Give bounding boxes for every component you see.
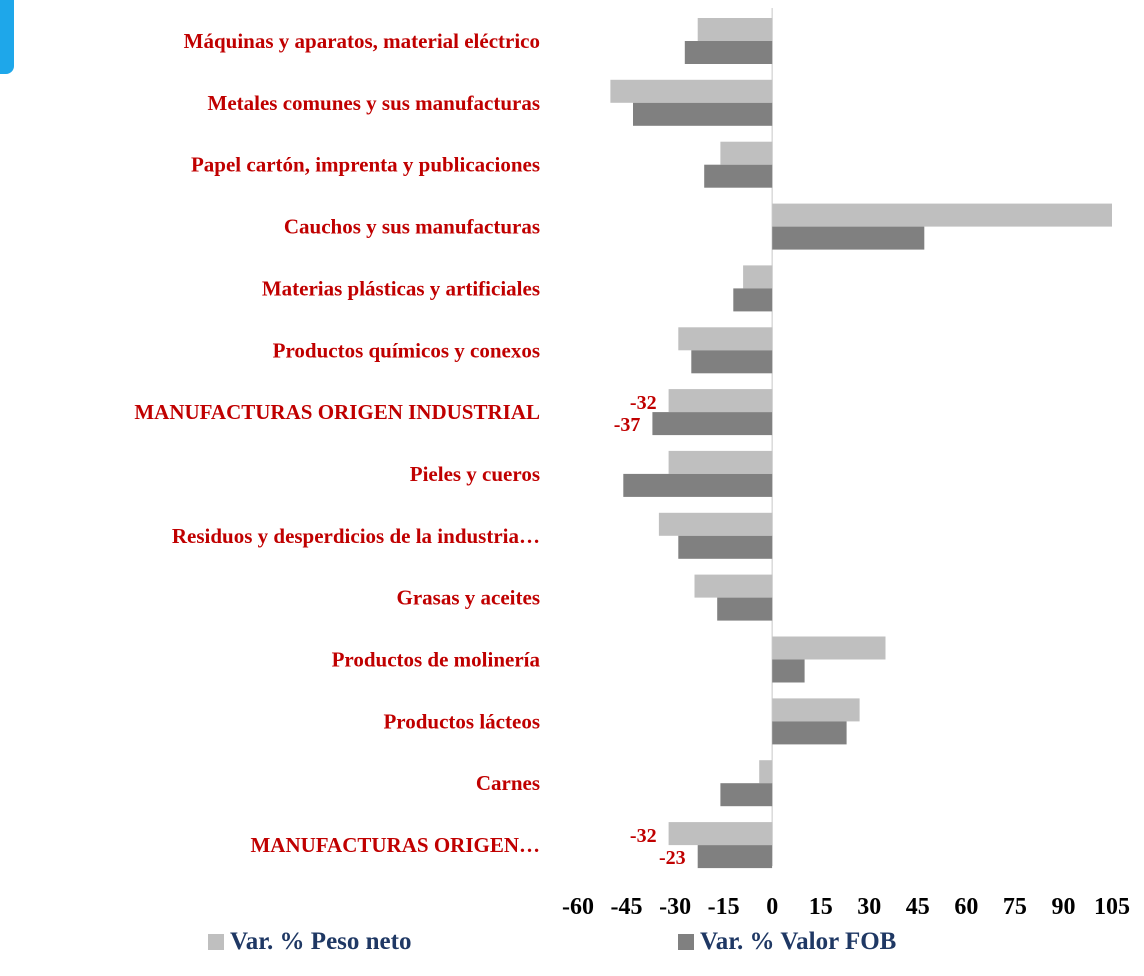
bar-chart: Máquinas y aparatos, material eléctrico M… [134, 8, 1130, 920]
category-label: Pieles y cueros [410, 462, 540, 486]
category-label: Residuos y desperdicios de la industria… [172, 524, 540, 548]
bar-var-valor-fob-9 [717, 597, 773, 621]
bar-var-peso-neto-3 [772, 203, 1112, 227]
category-label: Productos lácteos [383, 709, 540, 733]
x-tick-label: 30 [857, 894, 881, 920]
x-tick-label: 105 [1094, 894, 1130, 920]
bar-var-valor-fob-13 [697, 845, 773, 869]
x-tick-label: -60 [562, 894, 594, 920]
bar-var-peso-neto-11 [772, 698, 860, 722]
category-label: Productos químicos y conexos [273, 338, 540, 362]
data-label: -32 [630, 392, 657, 414]
bar-var-valor-fob-0 [684, 41, 773, 64]
category-label: Grasas y aceites [397, 586, 540, 610]
x-tick-labels: -60 -45 -30 -15 0 15 30 45 60 75 90 105 [562, 894, 1130, 920]
data-label: -32 [630, 825, 657, 847]
data-label: -37 [614, 414, 641, 436]
bar-var-peso-neto-0 [697, 18, 773, 41]
category-label: Máquinas y aparatos, material eléctrico [184, 29, 540, 53]
data-label: -23 [659, 847, 686, 869]
bars-group [610, 18, 1112, 869]
bar-var-peso-neto-10 [772, 636, 886, 660]
x-tick-label: 75 [1003, 894, 1027, 920]
x-tick-label: -45 [611, 894, 643, 920]
legend-label-valor-fob: Var. % Valor FOB [700, 928, 897, 955]
bar-var-valor-fob-2 [704, 164, 773, 188]
legend-item-peso-neto: Var. % Peso neto [208, 928, 411, 956]
category-label: Metales comunes y sus manufacturas [208, 91, 540, 115]
accent-tab [0, 0, 14, 74]
bar-var-peso-neto-9 [694, 574, 773, 598]
bar-var-valor-fob-4 [733, 288, 773, 312]
bar-var-peso-neto-2 [720, 141, 773, 165]
bar-var-valor-fob-7 [623, 473, 773, 497]
bar-var-peso-neto-13 [668, 822, 773, 846]
bar-var-valor-fob-3 [772, 226, 925, 250]
x-tick-label: 15 [809, 894, 833, 920]
legend-swatch-peso-neto [208, 934, 224, 950]
category-label: Cauchos y sus manufacturas [284, 215, 540, 239]
bar-var-valor-fob-6 [652, 412, 773, 436]
bar-var-peso-neto-7 [668, 450, 773, 474]
x-tick-label: -30 [659, 894, 691, 920]
x-tick-label: 90 [1052, 894, 1076, 920]
category-labels: Máquinas y aparatos, material eléctrico M… [134, 29, 540, 857]
bar-var-valor-fob-12 [720, 783, 773, 807]
category-label: MANUFACTURAS ORIGEN… [250, 833, 540, 857]
legend-swatch-valor-fob [678, 934, 694, 950]
bar-var-valor-fob-1 [633, 102, 773, 126]
x-tick-label: 0 [766, 894, 778, 920]
bar-var-valor-fob-10 [772, 659, 805, 683]
bar-var-peso-neto-6 [668, 389, 773, 413]
x-tick-label: -15 [708, 894, 740, 920]
x-tick-label: 45 [906, 894, 930, 920]
bar-var-peso-neto-8 [658, 512, 773, 536]
data-labels: -32-37-32-23 [614, 392, 686, 869]
category-label: Carnes [476, 771, 540, 795]
bar-var-valor-fob-5 [691, 350, 773, 374]
category-label: MANUFACTURAS ORIGEN INDUSTRIAL [134, 400, 540, 424]
bar-var-peso-neto-12 [759, 760, 773, 784]
legend-label-peso-neto: Var. % Peso neto [230, 928, 412, 955]
bar-var-peso-neto-5 [678, 327, 773, 351]
category-label: Materias plásticas y artificiales [262, 276, 540, 300]
bar-var-valor-fob-11 [772, 721, 847, 745]
category-label: Productos de molinería [332, 648, 541, 672]
x-tick-label: 60 [954, 894, 978, 920]
category-label: Papel cartón, imprenta y publicaciones [191, 153, 540, 177]
bar-var-peso-neto-1 [610, 79, 773, 103]
bar-var-valor-fob-8 [678, 535, 773, 559]
legend-item-valor-fob: Var. % Valor FOB [678, 928, 896, 956]
legend: Var. % Peso neto Var. % Valor FOB [0, 928, 1144, 968]
bar-var-peso-neto-4 [743, 265, 773, 289]
